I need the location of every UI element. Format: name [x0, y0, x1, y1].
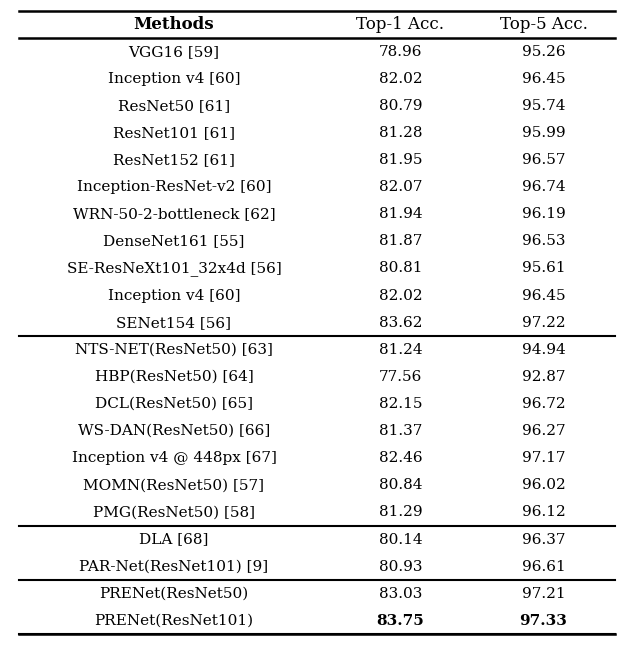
Text: 95.99: 95.99	[522, 126, 566, 140]
Text: VGG16 [59]: VGG16 [59]	[129, 45, 219, 59]
Text: NTS-NET(ResNet50) [63]: NTS-NET(ResNet50) [63]	[75, 343, 273, 357]
Text: ResNet50 [61]: ResNet50 [61]	[118, 99, 230, 113]
Text: SENet154 [56]: SENet154 [56]	[117, 316, 231, 329]
Text: 81.29: 81.29	[378, 505, 422, 519]
Text: 96.74: 96.74	[522, 180, 566, 194]
Text: 83.03: 83.03	[378, 587, 422, 601]
Text: PMG(ResNet50) [58]: PMG(ResNet50) [58]	[93, 505, 255, 519]
Text: DCL(ResNet50) [65]: DCL(ResNet50) [65]	[95, 397, 253, 411]
Text: 96.27: 96.27	[522, 424, 566, 438]
Text: 96.72: 96.72	[522, 397, 566, 411]
Text: 78.96: 78.96	[378, 45, 422, 59]
Text: 80.79: 80.79	[378, 99, 422, 113]
Text: ResNet101 [61]: ResNet101 [61]	[113, 126, 235, 140]
Text: DLA [68]: DLA [68]	[139, 532, 209, 547]
Text: PAR-Net(ResNet101) [9]: PAR-Net(ResNet101) [9]	[79, 559, 269, 574]
Text: Top-5 Acc.: Top-5 Acc.	[500, 16, 588, 33]
Text: PRENet(ResNet101): PRENet(ResNet101)	[94, 614, 254, 628]
Text: 96.45: 96.45	[522, 72, 566, 86]
Text: 80.93: 80.93	[378, 559, 422, 574]
Text: 82.02: 82.02	[378, 72, 422, 86]
Text: HBP(ResNet50) [64]: HBP(ResNet50) [64]	[94, 370, 254, 384]
Text: 82.15: 82.15	[378, 397, 422, 411]
Text: 77.56: 77.56	[378, 370, 422, 384]
Text: Inception v4 [60]: Inception v4 [60]	[108, 289, 240, 302]
Text: Top-1 Acc.: Top-1 Acc.	[356, 16, 444, 33]
Text: 97.33: 97.33	[519, 614, 567, 628]
Text: WRN-50-2-bottleneck [62]: WRN-50-2-bottleneck [62]	[73, 207, 275, 222]
Text: 81.24: 81.24	[378, 343, 422, 357]
Text: 97.17: 97.17	[522, 451, 566, 465]
Text: Inception v4 @ 448px [67]: Inception v4 @ 448px [67]	[72, 451, 276, 465]
Text: 96.53: 96.53	[522, 234, 566, 248]
Text: 96.61: 96.61	[522, 559, 566, 574]
Text: 83.62: 83.62	[378, 316, 422, 329]
Text: Methods: Methods	[134, 16, 214, 33]
Text: 80.84: 80.84	[378, 478, 422, 492]
Text: PRENet(ResNet50): PRENet(ResNet50)	[100, 587, 249, 601]
Text: 96.19: 96.19	[522, 207, 566, 222]
Text: 81.95: 81.95	[378, 153, 422, 167]
Text: 80.81: 80.81	[378, 262, 422, 275]
Text: 92.87: 92.87	[522, 370, 566, 384]
Text: 81.94: 81.94	[378, 207, 422, 222]
Text: 83.75: 83.75	[377, 614, 424, 628]
Text: 80.14: 80.14	[378, 532, 422, 547]
Text: 94.94: 94.94	[522, 343, 566, 357]
Text: SE-ResNeXt101_32x4d [56]: SE-ResNeXt101_32x4d [56]	[67, 261, 281, 276]
Text: 81.37: 81.37	[378, 424, 422, 438]
Text: 81.28: 81.28	[378, 126, 422, 140]
Text: 96.45: 96.45	[522, 289, 566, 302]
Text: 82.02: 82.02	[378, 289, 422, 302]
Text: Inception-ResNet-v2 [60]: Inception-ResNet-v2 [60]	[77, 180, 271, 194]
Text: 81.87: 81.87	[378, 234, 422, 248]
Text: 96.12: 96.12	[522, 505, 566, 519]
Text: 82.07: 82.07	[378, 180, 422, 194]
Text: 96.57: 96.57	[522, 153, 566, 167]
Text: ResNet152 [61]: ResNet152 [61]	[113, 153, 235, 167]
Text: 96.37: 96.37	[522, 532, 566, 547]
Text: Inception v4 [60]: Inception v4 [60]	[108, 72, 240, 86]
Text: 95.74: 95.74	[522, 99, 566, 113]
Text: 97.22: 97.22	[522, 316, 566, 329]
Text: 96.02: 96.02	[522, 478, 566, 492]
Text: MOMN(ResNet50) [57]: MOMN(ResNet50) [57]	[84, 478, 264, 492]
Text: 95.26: 95.26	[522, 45, 566, 59]
Text: 82.46: 82.46	[378, 451, 422, 465]
Text: 97.21: 97.21	[522, 587, 566, 601]
Text: 95.61: 95.61	[522, 262, 566, 275]
Text: WS-DAN(ResNet50) [66]: WS-DAN(ResNet50) [66]	[78, 424, 270, 438]
Text: DenseNet161 [55]: DenseNet161 [55]	[103, 234, 245, 248]
